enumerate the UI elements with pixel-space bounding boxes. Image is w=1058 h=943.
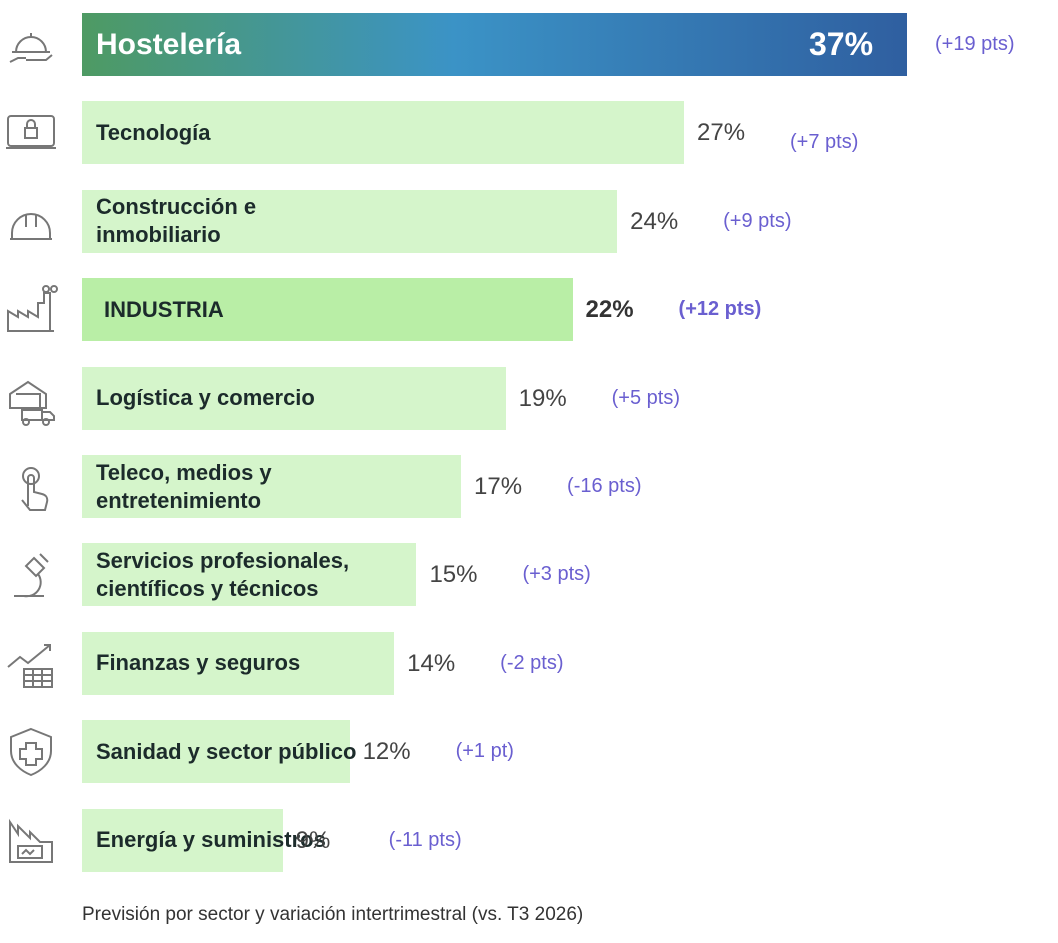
category-label: Energía y suministros — [96, 827, 326, 853]
category-label: Construcción e inmobiliario — [96, 194, 257, 248]
value-label: 12% — [362, 738, 411, 766]
change-label: (-2 pts) — [500, 651, 564, 674]
category-label: Hostelería — [96, 27, 242, 61]
bar — [82, 720, 350, 784]
value-label: 9% — [295, 826, 331, 854]
change-label: (+7 pts) — [790, 131, 859, 154]
sector-icon — [21, 467, 49, 511]
sector-icon — [7, 285, 58, 333]
sector-icon — [9, 818, 53, 863]
bar — [82, 278, 573, 342]
change-label: (-11 pts) — [388, 828, 462, 851]
sector-icon — [9, 380, 55, 426]
bar — [82, 101, 685, 165]
category-label: Finanzas y seguros — [96, 650, 301, 676]
bar — [82, 631, 395, 695]
sector-icon — [10, 212, 52, 240]
bar — [82, 455, 462, 518]
change-label: (+3 pts) — [522, 563, 591, 586]
value-label: 19% — [518, 384, 567, 412]
category-label: Servicios profesionales, científicos y t… — [96, 547, 350, 601]
bar — [82, 13, 907, 76]
sector-icon — [7, 643, 53, 688]
category-label: Sanidad y sector público — [96, 738, 357, 764]
sector-icon — [10, 728, 52, 777]
change-label: (+9 pts) — [723, 209, 792, 232]
sector-icon — [9, 33, 53, 63]
category-label: Logística y comercio — [96, 385, 315, 411]
bar — [82, 808, 283, 872]
bar — [82, 366, 506, 430]
value-label: 27% — [697, 119, 746, 147]
category-label: Teleco, medios y entretenimiento — [96, 459, 272, 513]
value-label: 37% — [809, 26, 874, 62]
category-label: INDUSTRIA — [104, 296, 224, 322]
change-label: (-16 pts) — [567, 475, 642, 497]
footnote: Previsión por sector y variación intertr… — [82, 904, 584, 925]
change-label: (+5 pts) — [611, 386, 680, 409]
change-label: (+19 pts) — [935, 33, 1015, 55]
sector-icon — [14, 553, 49, 598]
value-label: 17% — [474, 473, 523, 500]
bar — [82, 189, 618, 253]
value-label: 15% — [429, 561, 478, 589]
change-label: (+12 pts) — [678, 298, 762, 321]
category-label: Tecnología — [96, 119, 211, 145]
sector-icon — [6, 115, 56, 150]
value-label: 14% — [407, 649, 456, 677]
bar — [82, 543, 417, 607]
value-label: 24% — [630, 207, 679, 235]
value-label: 22% — [585, 296, 634, 324]
change-label: (+1 pt) — [455, 740, 514, 763]
